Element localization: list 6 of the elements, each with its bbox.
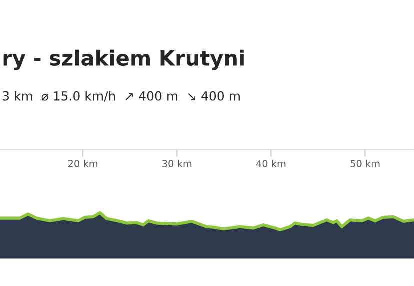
x-tick-label: 20 km — [68, 160, 98, 168]
chart-subtitle: 3 km ⌀ 15.0 km/h ↗ 400 m ↘ 400 m — [3, 91, 240, 102]
x-tick-label: 40 km — [256, 160, 286, 168]
chart-title: ry - szlakiem Krutyni — [4, 50, 244, 70]
x-tick-label: 50 km — [350, 160, 380, 168]
x-tick-label: 30 km — [162, 160, 192, 168]
